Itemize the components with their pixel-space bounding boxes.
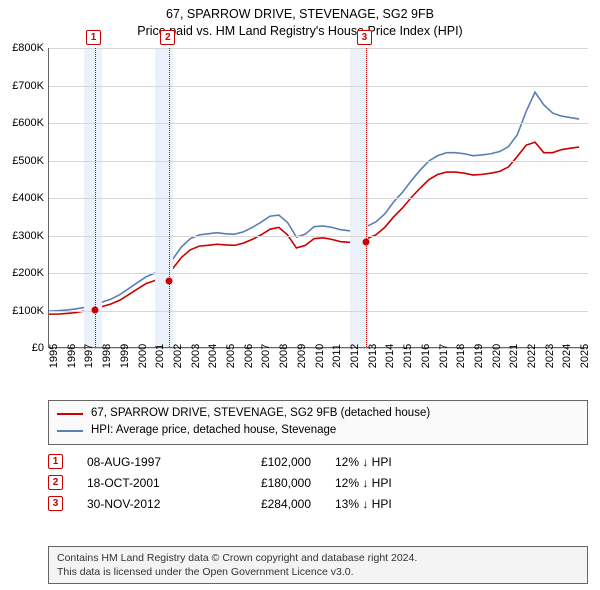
- transaction-row: 1 08-AUG-1997 £102,000 12% ↓ HPI: [48, 454, 588, 469]
- event-line: [95, 48, 96, 347]
- event-marker: 3: [357, 30, 372, 45]
- y-axis-label: £100K: [0, 305, 44, 317]
- transactions-table: 1 08-AUG-1997 £102,000 12% ↓ HPI 2 18-OCT-200…: [48, 448, 588, 517]
- chart: £0 £100K £200K £300K £400K £500K £600K £700K £80…: [0, 44, 600, 396]
- legend-swatch: [57, 430, 83, 432]
- gridline: [49, 311, 588, 312]
- x-axis-label: 2000: [137, 344, 149, 368]
- y-axis-label: £400K: [0, 192, 44, 204]
- y-axis-label: £200K: [0, 267, 44, 279]
- transaction-price: £102,000: [226, 455, 311, 469]
- x-axis-label: 2007: [260, 344, 272, 368]
- x-axis-label: 2004: [207, 344, 219, 368]
- x-axis-label: 2011: [331, 344, 343, 368]
- y-axis-label: £800K: [0, 42, 44, 54]
- license-footer: Contains HM Land Registry data © Crown c…: [48, 546, 588, 584]
- x-axis-label: 2001: [154, 344, 166, 368]
- transaction-row: 3 30-NOV-2012 £284,000 13% ↓ HPI: [48, 496, 588, 511]
- x-axis-label: 2024: [561, 344, 573, 368]
- transaction-delta: 13% ↓ HPI: [335, 497, 445, 511]
- x-axis-label: 2006: [243, 344, 255, 368]
- gridline: [49, 198, 588, 199]
- legend-label: HPI: Average price, detached house, Stev…: [91, 422, 336, 439]
- x-axis-label: 2020: [491, 344, 503, 368]
- x-axis-label: 2018: [455, 344, 467, 368]
- transaction-price: £284,000: [226, 497, 311, 511]
- x-axis-label: 2014: [384, 344, 396, 368]
- legend-item: 67, SPARROW DRIVE, STEVENAGE, SG2 9FB (d…: [57, 405, 579, 422]
- x-axis-label: 2012: [349, 344, 361, 368]
- x-axis-label: 1998: [101, 344, 113, 368]
- x-axis-label: 2010: [314, 344, 326, 368]
- x-axis-label: 1999: [119, 344, 131, 368]
- x-axis-label: 2013: [367, 344, 379, 368]
- transaction-delta: 12% ↓ HPI: [335, 455, 445, 469]
- x-axis-label: 2016: [420, 344, 432, 368]
- gridline: [49, 273, 588, 274]
- y-axis-label: £500K: [0, 155, 44, 167]
- x-axis-label: 2019: [473, 344, 485, 368]
- legend-item: HPI: Average price, detached house, Stev…: [57, 422, 579, 439]
- gridline: [49, 236, 588, 237]
- event-line: [169, 48, 170, 347]
- legend: 67, SPARROW DRIVE, STEVENAGE, SG2 9FB (d…: [48, 400, 588, 445]
- legend-swatch: [57, 413, 83, 415]
- transaction-dot: [92, 306, 99, 313]
- transaction-marker: 2: [48, 475, 63, 490]
- x-axis-label: 2002: [172, 344, 184, 368]
- y-axis-label: £600K: [0, 117, 44, 129]
- transaction-date: 18-OCT-2001: [87, 476, 202, 490]
- x-axis-label: 2025: [579, 344, 591, 368]
- event-marker: 1: [86, 30, 101, 45]
- transaction-row: 2 18-OCT-2001 £180,000 12% ↓ HPI: [48, 475, 588, 490]
- gridline: [49, 86, 588, 87]
- transaction-date: 08-AUG-1997: [87, 455, 202, 469]
- y-axis-label: £700K: [0, 80, 44, 92]
- event-marker: 2: [160, 30, 175, 45]
- event-line: [366, 48, 367, 347]
- x-axis-label: 2022: [526, 344, 538, 368]
- transaction-dot: [166, 277, 173, 284]
- transaction-delta: 12% ↓ HPI: [335, 476, 445, 490]
- x-axis-label: 2017: [438, 344, 450, 368]
- x-axis-label: 2008: [278, 344, 290, 368]
- x-axis-label: 1997: [83, 344, 95, 368]
- transaction-marker: 3: [48, 496, 63, 511]
- x-axis-label: 1996: [66, 344, 78, 368]
- plot-area: [48, 48, 588, 348]
- x-axis-label: 2003: [190, 344, 202, 368]
- transaction-dot: [362, 238, 369, 245]
- x-axis-label: 2005: [225, 344, 237, 368]
- x-axis-label: 1995: [48, 344, 60, 368]
- gridline: [49, 123, 588, 124]
- x-axis-label: 2021: [508, 344, 520, 368]
- gridline: [49, 48, 588, 49]
- transaction-marker: 1: [48, 454, 63, 469]
- y-axis-label: £0: [0, 342, 44, 354]
- chart-title-line1: 67, SPARROW DRIVE, STEVENAGE, SG2 9FB: [0, 6, 600, 23]
- x-axis-label: 2009: [296, 344, 308, 368]
- transaction-price: £180,000: [226, 476, 311, 490]
- series-line-hpi: [49, 92, 579, 311]
- footer-line1: Contains HM Land Registry data © Crown c…: [57, 551, 579, 565]
- x-axis-label: 2023: [544, 344, 556, 368]
- x-axis-label: 2015: [402, 344, 414, 368]
- gridline: [49, 161, 588, 162]
- y-axis-label: £300K: [0, 230, 44, 242]
- transaction-date: 30-NOV-2012: [87, 497, 202, 511]
- legend-label: 67, SPARROW DRIVE, STEVENAGE, SG2 9FB (d…: [91, 405, 430, 422]
- footer-line2: This data is licensed under the Open Gov…: [57, 565, 579, 579]
